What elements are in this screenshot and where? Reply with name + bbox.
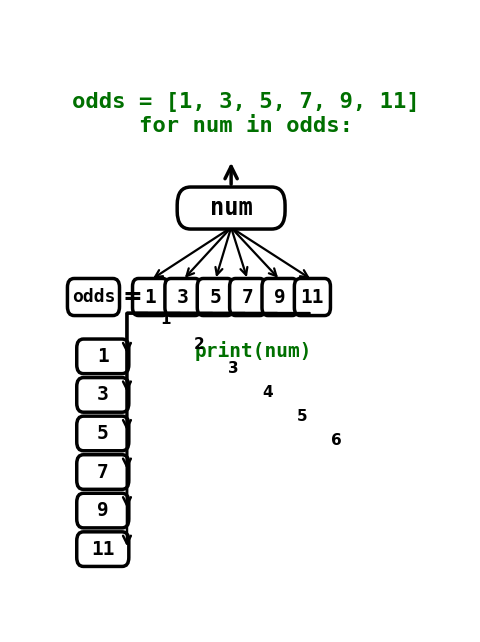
Text: odds: odds bbox=[72, 288, 115, 306]
Text: 1: 1 bbox=[97, 347, 108, 366]
Text: 2: 2 bbox=[194, 336, 205, 352]
FancyBboxPatch shape bbox=[262, 279, 298, 316]
Text: 1: 1 bbox=[144, 288, 156, 306]
Text: 3: 3 bbox=[228, 361, 239, 376]
Text: 6: 6 bbox=[331, 433, 342, 449]
FancyBboxPatch shape bbox=[177, 187, 285, 229]
Text: 4: 4 bbox=[263, 385, 273, 400]
Text: 11: 11 bbox=[91, 540, 115, 559]
FancyBboxPatch shape bbox=[77, 532, 129, 566]
Text: 9: 9 bbox=[97, 501, 108, 520]
Text: 1: 1 bbox=[160, 313, 170, 327]
Text: 11: 11 bbox=[300, 288, 324, 306]
Text: 5: 5 bbox=[297, 410, 307, 424]
FancyBboxPatch shape bbox=[77, 416, 129, 451]
Text: 5: 5 bbox=[209, 288, 221, 306]
FancyBboxPatch shape bbox=[67, 279, 120, 316]
FancyBboxPatch shape bbox=[197, 279, 233, 316]
Text: 9: 9 bbox=[274, 288, 286, 306]
FancyBboxPatch shape bbox=[77, 339, 129, 374]
FancyBboxPatch shape bbox=[132, 279, 168, 316]
Text: 7: 7 bbox=[97, 462, 108, 482]
Text: print(num): print(num) bbox=[195, 342, 312, 361]
Text: 5: 5 bbox=[97, 424, 108, 443]
FancyBboxPatch shape bbox=[165, 279, 201, 316]
FancyBboxPatch shape bbox=[77, 455, 129, 489]
Text: odds = [1, 3, 5, 7, 9, 11]: odds = [1, 3, 5, 7, 9, 11] bbox=[72, 92, 420, 112]
Text: num: num bbox=[210, 196, 252, 220]
FancyBboxPatch shape bbox=[294, 279, 330, 316]
FancyBboxPatch shape bbox=[77, 377, 129, 412]
Text: 7: 7 bbox=[242, 288, 253, 306]
FancyBboxPatch shape bbox=[229, 279, 266, 316]
Text: for num in odds:: for num in odds: bbox=[139, 116, 353, 137]
Text: 3: 3 bbox=[177, 288, 189, 306]
Text: 3: 3 bbox=[97, 385, 108, 404]
FancyBboxPatch shape bbox=[77, 493, 129, 528]
Text: =: = bbox=[123, 285, 143, 309]
